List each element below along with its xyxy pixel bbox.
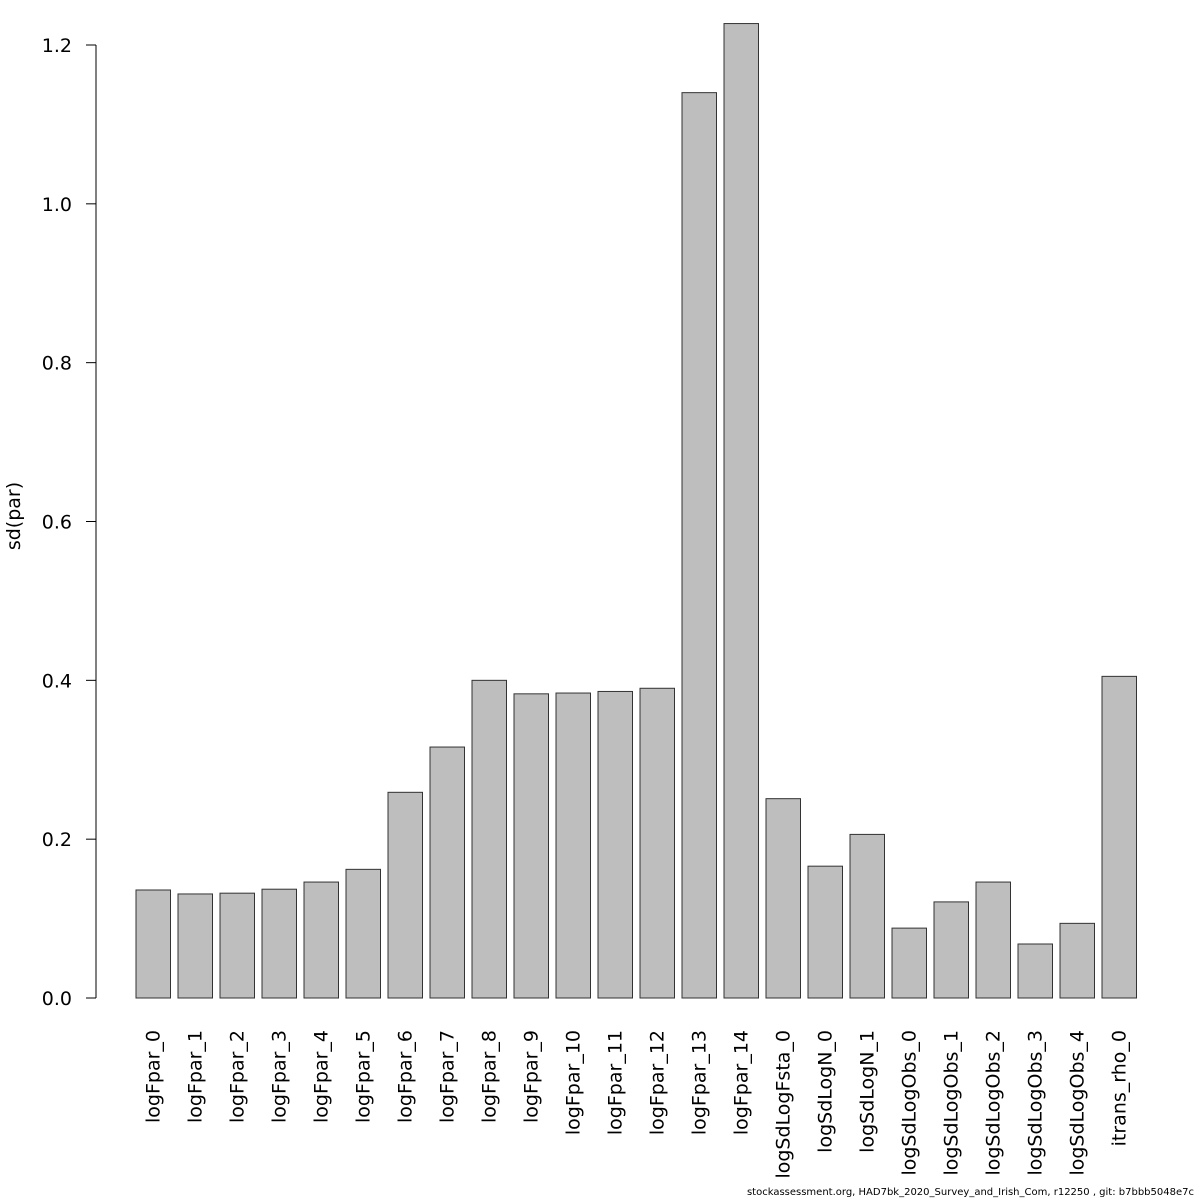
x-tick-label: logFpar_0 — [142, 1030, 164, 1123]
bar-logFpar_0 — [135, 889, 171, 999]
bar-logSdLogObs_2 — [975, 881, 1011, 999]
x-tick-label: logFpar_6 — [394, 1030, 416, 1123]
x-tick-label: logFpar_12 — [646, 1030, 668, 1135]
bar-logFpar_12 — [639, 687, 675, 999]
bar-logFpar_8 — [471, 679, 507, 999]
x-tick-label: logSdLogN_1 — [856, 1030, 878, 1153]
x-tick-label: logFpar_3 — [268, 1030, 290, 1123]
bar-logSdLogObs_4 — [1059, 922, 1095, 999]
y-tick-label: 0.0 — [42, 988, 72, 1010]
x-tick-label: logFpar_9 — [520, 1030, 542, 1123]
bar-logFpar_13 — [681, 92, 717, 999]
x-tick-label: logFpar_13 — [688, 1030, 710, 1135]
y-tick-label: 1.2 — [42, 35, 72, 57]
bar-logFpar_1 — [177, 893, 213, 999]
x-tick-label: logFpar_2 — [226, 1030, 248, 1123]
bars — [135, 23, 1137, 999]
bar-logFpar_7 — [429, 746, 465, 999]
bar-logFpar_2 — [219, 892, 255, 999]
y-tick-label: 0.8 — [42, 353, 72, 375]
bar-logFpar_14 — [723, 23, 759, 999]
x-tick-label: logSdLogFsta_0 — [772, 1030, 794, 1179]
x-tick-label: logSdLogObs_1 — [940, 1030, 962, 1176]
x-tick-label: logFpar_4 — [310, 1030, 332, 1123]
bar-logSdLogObs_3 — [1017, 943, 1053, 999]
x-tick-label: itrans_rho_0 — [1108, 1030, 1130, 1146]
bar-logFpar_11 — [597, 690, 633, 999]
footer-note: stockassessment.org, HAD7bk_2020_Survey_… — [746, 1187, 1194, 1198]
x-tick-label: logFpar_5 — [352, 1030, 374, 1123]
bar-logFpar_5 — [345, 868, 381, 999]
x-tick-label: logSdLogObs_4 — [1066, 1030, 1088, 1176]
bar-logSdLogFsta_0 — [765, 798, 801, 999]
bar-logSdLogObs_0 — [891, 927, 927, 999]
y-tick-label: 0.4 — [42, 670, 72, 692]
bar-logSdLogObs_1 — [933, 901, 969, 999]
x-tick-label: logFpar_14 — [730, 1030, 752, 1135]
x-tick-label: logSdLogObs_2 — [982, 1030, 1004, 1176]
bar-logFpar_6 — [387, 791, 423, 999]
x-tick-label: logSdLogObs_3 — [1024, 1030, 1046, 1176]
x-tick-label: logSdLogN_0 — [814, 1030, 836, 1153]
x-tick-label: logFpar_11 — [604, 1030, 626, 1135]
bar-logSdLogN_0 — [807, 865, 843, 999]
bar-logFpar_10 — [555, 692, 591, 999]
bar-logFpar_3 — [261, 888, 297, 999]
x-tick-label: logFpar_7 — [436, 1030, 458, 1123]
x-tick-labels: logFpar_0 logFpar_1 logFpar_2 logFpar_3 logF… — [142, 1030, 1130, 1179]
y-axis-label: sd(par) — [3, 482, 25, 550]
y-tick-label: 0.6 — [42, 512, 72, 534]
bar-logFpar_4 — [303, 881, 339, 999]
bar-logSdLogN_1 — [849, 833, 885, 999]
y-axis: 0.0 0.2 0.4 0.6 0.8 1.0 1.2 — [42, 35, 97, 1010]
y-tick-label: 1.0 — [42, 194, 72, 216]
x-tick-label: logFpar_10 — [562, 1030, 584, 1135]
y-tick-label: 0.2 — [42, 829, 72, 851]
x-tick-label: logSdLogObs_0 — [898, 1030, 920, 1176]
bar-itrans_rho_0 — [1101, 675, 1137, 999]
x-tick-label: logFpar_8 — [478, 1030, 500, 1123]
bar-logFpar_9 — [513, 693, 549, 999]
x-tick-label: logFpar_1 — [184, 1030, 206, 1123]
